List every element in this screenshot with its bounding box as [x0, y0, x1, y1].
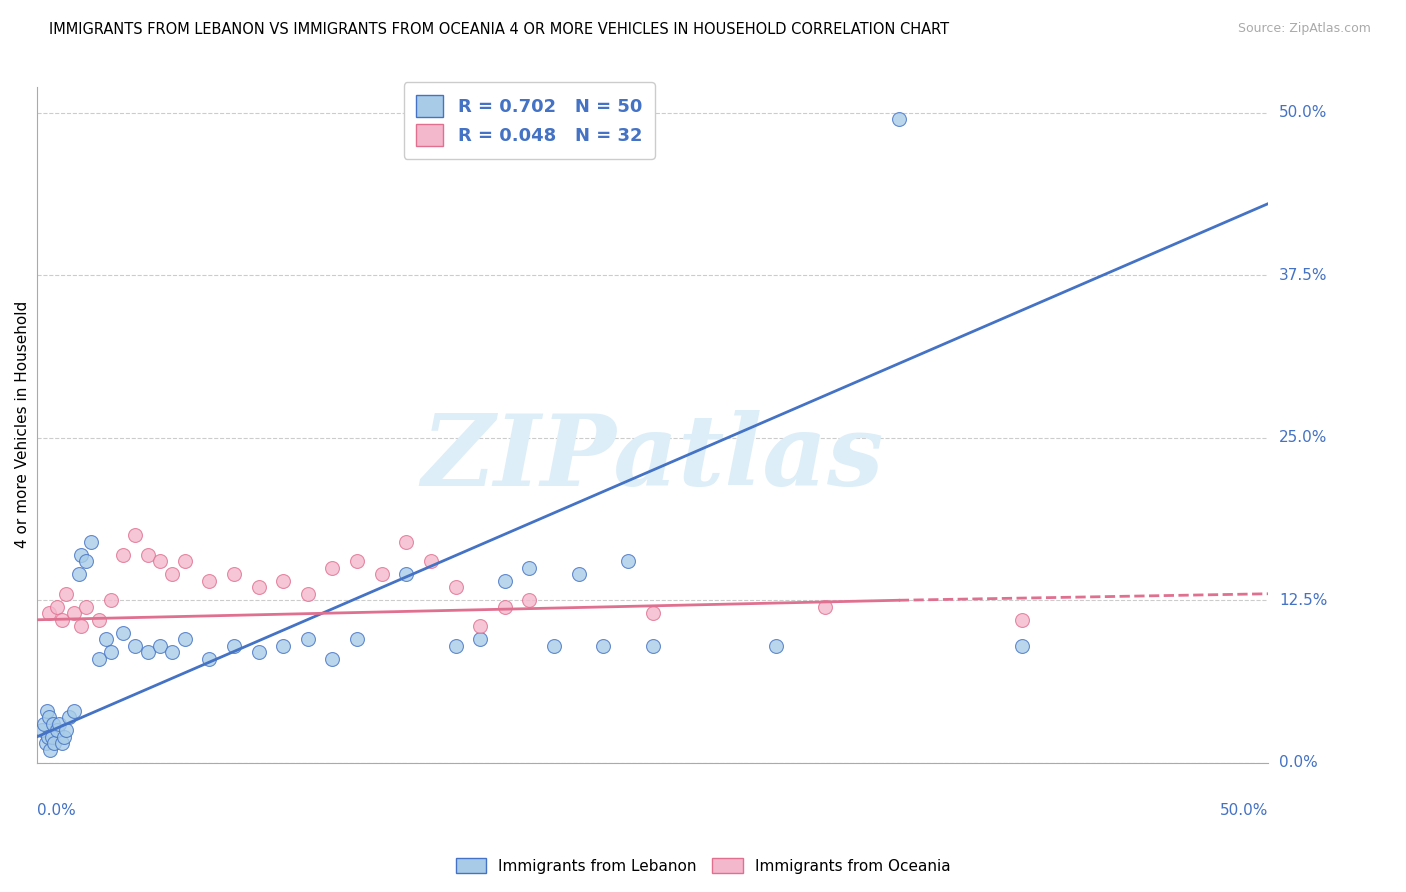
Point — [34, 736, 56, 750]
Point — [814, 599, 837, 614]
Point — [198, 574, 221, 588]
Text: 0.0%: 0.0% — [1279, 756, 1317, 771]
Point — [53, 730, 76, 744]
Point — [75, 599, 97, 614]
Point — [346, 632, 368, 647]
Point — [38, 607, 60, 621]
Point — [37, 730, 59, 744]
Point — [321, 560, 343, 574]
Point — [222, 639, 245, 653]
Point — [247, 580, 270, 594]
Point — [112, 625, 135, 640]
Point — [67, 567, 90, 582]
Text: 12.5%: 12.5% — [1279, 593, 1327, 607]
Point — [543, 639, 565, 653]
Text: 50.0%: 50.0% — [1220, 804, 1268, 818]
Text: IMMIGRANTS FROM LEBANON VS IMMIGRANTS FROM OCEANIA 4 OR MORE VEHICLES IN HOUSEHO: IMMIGRANTS FROM LEBANON VS IMMIGRANTS FR… — [49, 22, 949, 37]
Point — [297, 587, 319, 601]
Point — [44, 736, 66, 750]
Point — [41, 730, 63, 744]
Point — [136, 645, 159, 659]
Point — [271, 639, 294, 653]
Point — [1011, 639, 1033, 653]
Text: 50.0%: 50.0% — [1279, 105, 1327, 120]
Point — [63, 607, 86, 621]
Point — [444, 639, 467, 653]
Point — [887, 112, 910, 127]
Point — [519, 593, 541, 607]
Point — [51, 736, 73, 750]
Point — [80, 534, 103, 549]
Point — [222, 567, 245, 582]
Point — [34, 716, 56, 731]
Text: 0.0%: 0.0% — [37, 804, 76, 818]
Point — [162, 645, 184, 659]
Point — [494, 574, 516, 588]
Point — [395, 534, 418, 549]
Point — [641, 607, 664, 621]
Point — [70, 548, 93, 562]
Point — [370, 567, 392, 582]
Point — [38, 710, 60, 724]
Point — [519, 560, 541, 574]
Point — [297, 632, 319, 647]
Point — [641, 639, 664, 653]
Point — [124, 639, 146, 653]
Point — [87, 652, 110, 666]
Point — [63, 704, 86, 718]
Point — [112, 548, 135, 562]
Point — [35, 704, 58, 718]
Point — [100, 645, 122, 659]
Point — [470, 619, 492, 633]
Point — [51, 613, 73, 627]
Point — [173, 554, 195, 568]
Y-axis label: 4 or more Vehicles in Household: 4 or more Vehicles in Household — [15, 301, 30, 549]
Point — [75, 554, 97, 568]
Point — [765, 639, 787, 653]
Point — [42, 716, 65, 731]
Point — [592, 639, 614, 653]
Legend: Immigrants from Lebanon, Immigrants from Oceania: Immigrants from Lebanon, Immigrants from… — [450, 852, 956, 880]
Point — [45, 723, 67, 738]
Point — [39, 743, 62, 757]
Point — [444, 580, 467, 594]
Point — [346, 554, 368, 568]
Point — [247, 645, 270, 659]
Point — [94, 632, 117, 647]
Point — [470, 632, 492, 647]
Point — [124, 528, 146, 542]
Point — [100, 593, 122, 607]
Point — [136, 548, 159, 562]
Point — [162, 567, 184, 582]
Point — [419, 554, 441, 568]
Point — [55, 723, 77, 738]
Point — [87, 613, 110, 627]
Point — [48, 716, 70, 731]
Point — [149, 554, 172, 568]
Point — [58, 710, 80, 724]
Legend: R = 0.702   N = 50, R = 0.048   N = 32: R = 0.702 N = 50, R = 0.048 N = 32 — [404, 82, 655, 159]
Point — [55, 587, 77, 601]
Point — [271, 574, 294, 588]
Point — [45, 599, 67, 614]
Point — [568, 567, 591, 582]
Text: ZIPatlas: ZIPatlas — [422, 410, 884, 507]
Point — [198, 652, 221, 666]
Text: 25.0%: 25.0% — [1279, 430, 1327, 445]
Point — [494, 599, 516, 614]
Point — [173, 632, 195, 647]
Point — [31, 723, 53, 738]
Point — [617, 554, 640, 568]
Text: Source: ZipAtlas.com: Source: ZipAtlas.com — [1237, 22, 1371, 36]
Text: 37.5%: 37.5% — [1279, 268, 1327, 283]
Point — [70, 619, 93, 633]
Point — [321, 652, 343, 666]
Point — [149, 639, 172, 653]
Point — [395, 567, 418, 582]
Point — [1011, 613, 1033, 627]
